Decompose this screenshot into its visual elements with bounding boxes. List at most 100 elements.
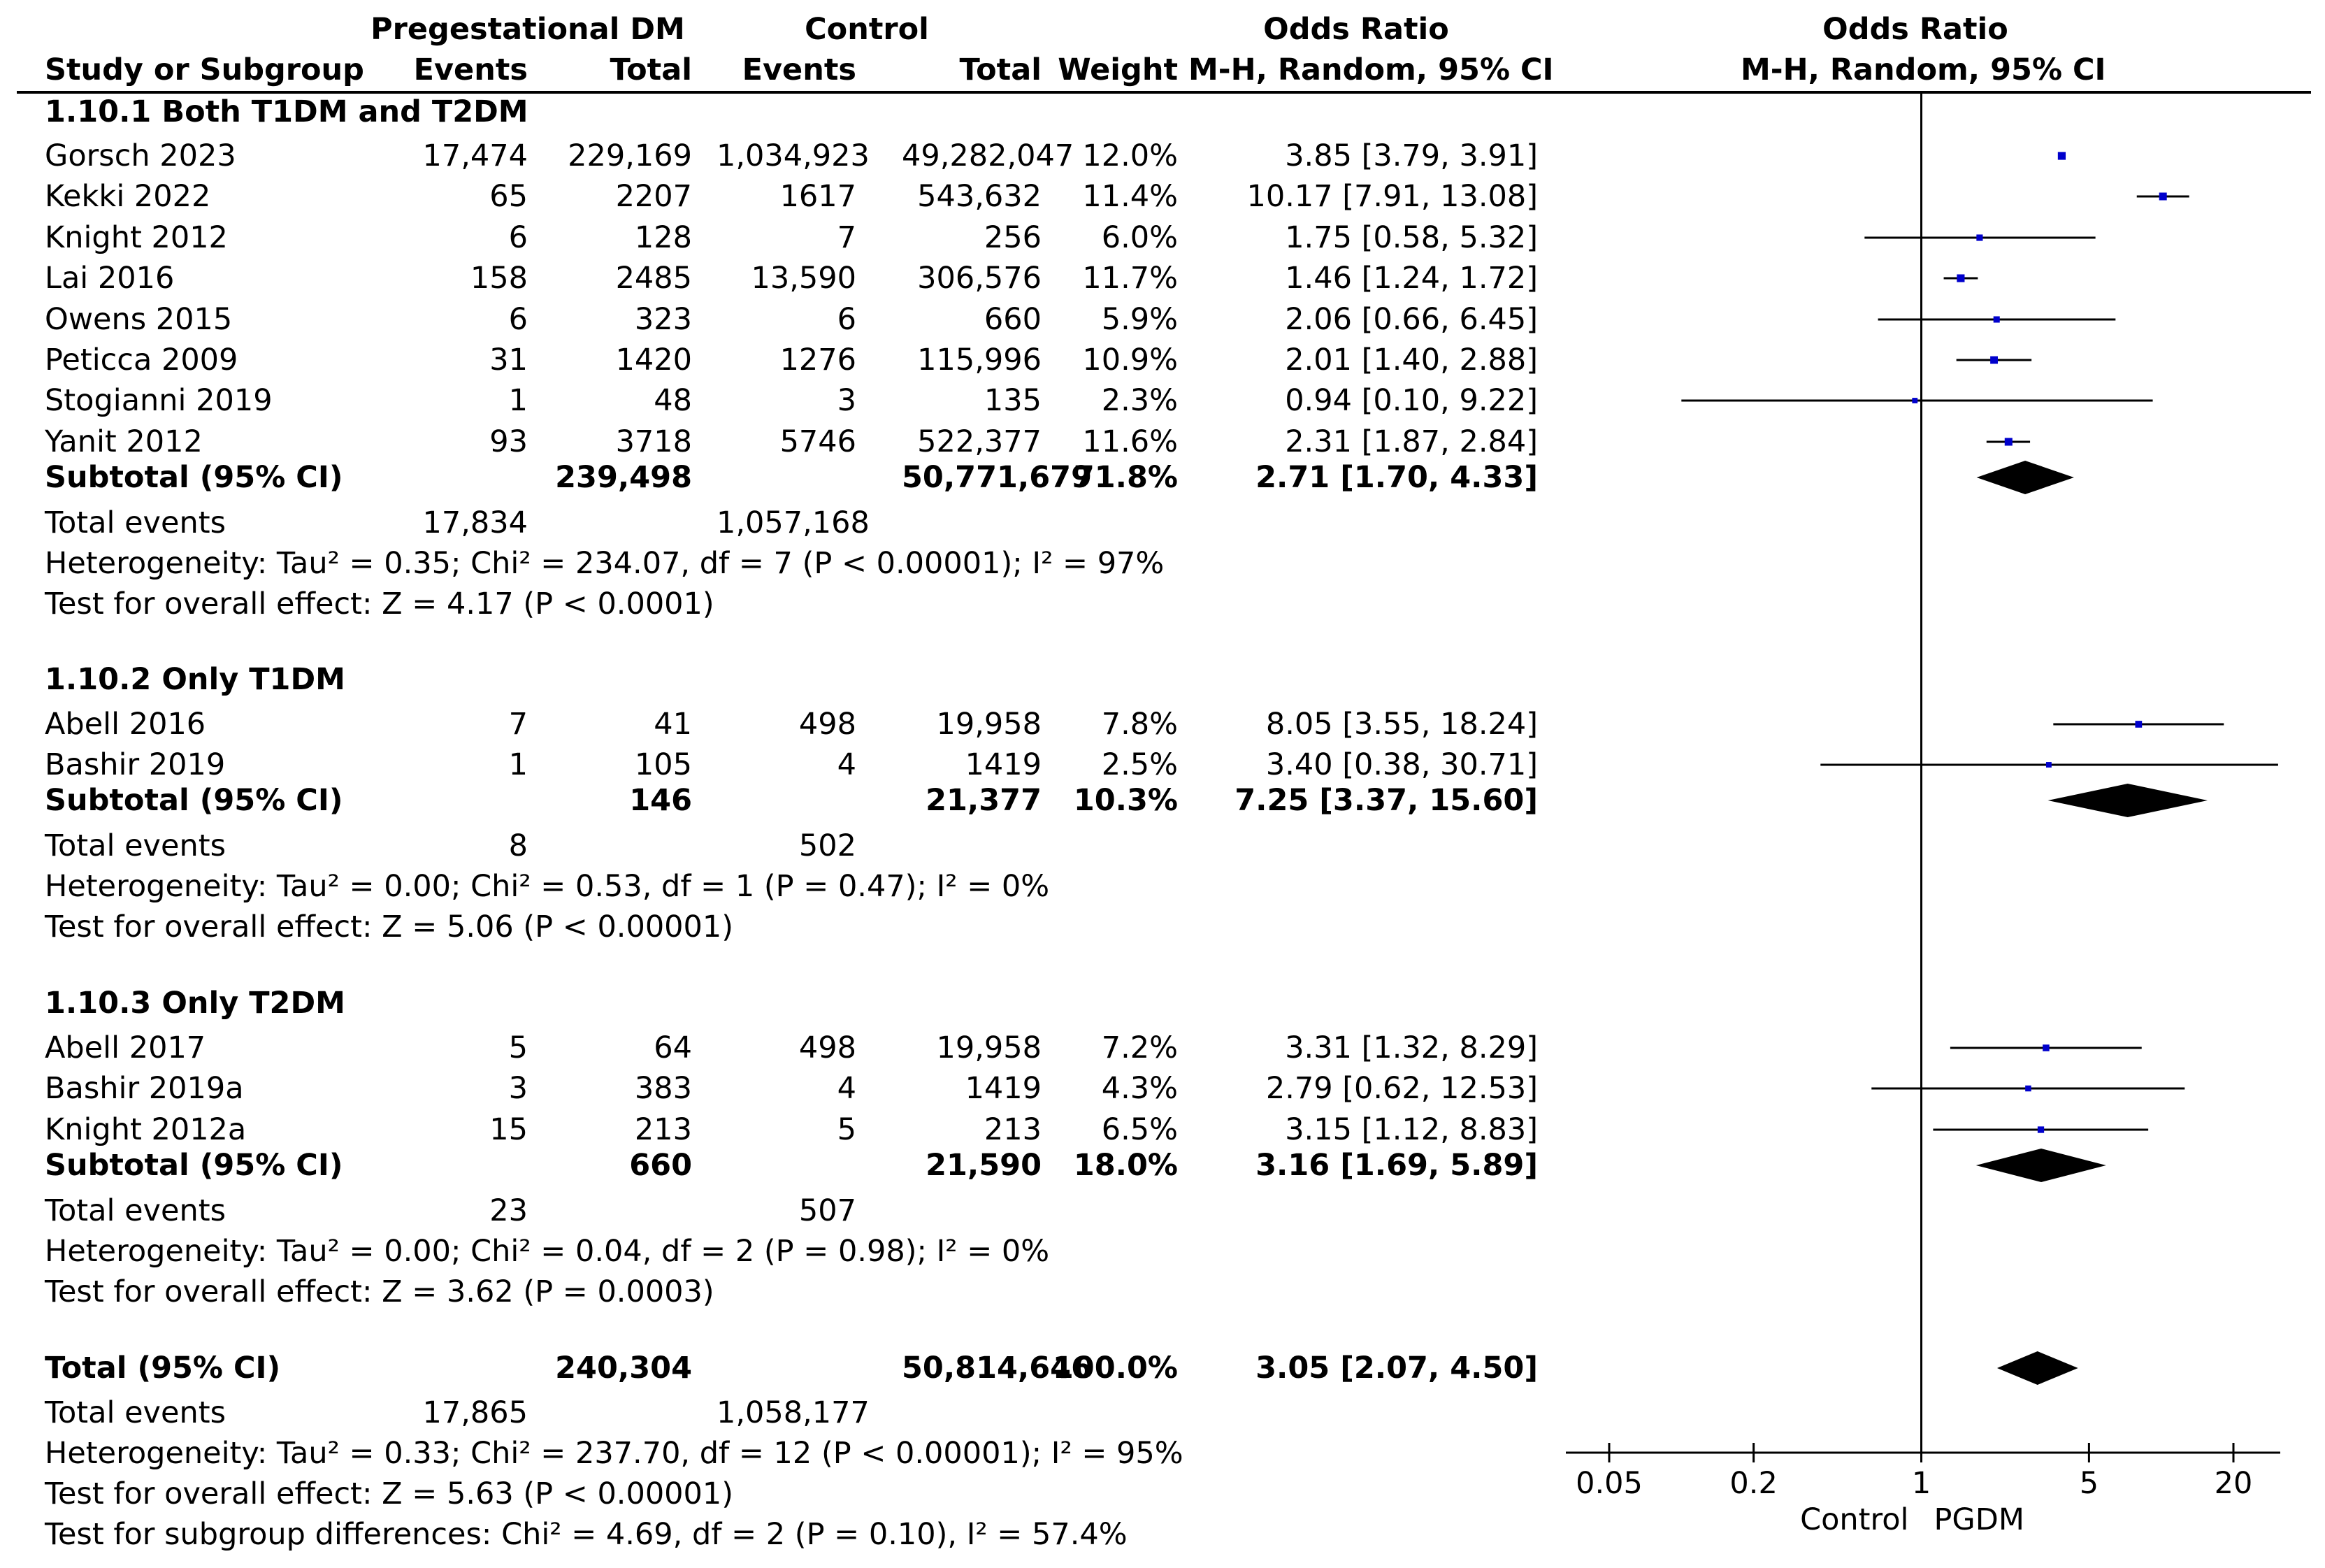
total-total-pgdm: 240,304 xyxy=(555,1351,692,1386)
overall-effect-text: Test for overall effect: Z = 5.06 (P < 0… xyxy=(45,909,734,944)
study-weight: 5.9% xyxy=(1101,302,1178,337)
study-weight: 2.5% xyxy=(1101,747,1178,782)
total-events-pgdm: 17,834 xyxy=(422,505,528,540)
events-pgdm: 93 xyxy=(489,424,528,459)
x-axis-tick-label: 0.05 xyxy=(1576,1466,1643,1501)
total-control: 115,996 xyxy=(917,343,1042,377)
events-pgdm: 15 xyxy=(489,1112,528,1147)
events-control: 498 xyxy=(798,707,856,742)
study-weight: 7.8% xyxy=(1101,707,1178,742)
odds-ratio-ci: 1.46 [1.24, 1.72] xyxy=(1285,261,1538,296)
study-effect-square xyxy=(2037,1126,2045,1133)
subtotal-weight: 71.8% xyxy=(1073,460,1178,495)
study-name: Kekki 2022 xyxy=(45,179,211,214)
subtotal-weight: 18.0% xyxy=(1073,1148,1178,1183)
heterogeneity-text: Heterogeneity: Tau² = 0.00; Chi² = 0.53,… xyxy=(45,869,1050,904)
pooled-diamond xyxy=(1996,1351,2078,1385)
odds-ratio-ci: 2.79 [0.62, 12.53] xyxy=(1265,1071,1538,1106)
subtotal-total-pgdm: 239,498 xyxy=(555,460,692,495)
odds-ratio-ci: 3.40 [0.38, 30.71] xyxy=(1265,747,1538,782)
study-name: Abell 2016 xyxy=(45,707,206,742)
total-control: 522,377 xyxy=(917,424,1042,459)
heterogeneity-text: Heterogeneity: Tau² = 0.00; Chi² = 0.04,… xyxy=(45,1234,1050,1269)
total-events-label: Total events xyxy=(45,1193,226,1228)
study-weight: 6.5% xyxy=(1101,1112,1178,1147)
subgroup-title: 1.10.1 Both T1DM and T2DM xyxy=(45,94,528,129)
odds-ratio-ci: 8.05 [3.55, 18.24] xyxy=(1265,707,1538,742)
events-pgdm: 6 xyxy=(508,220,528,255)
study-name: Knight 2012 xyxy=(45,220,228,255)
study-weight: 12.0% xyxy=(1082,138,1178,173)
events-control: 13,590 xyxy=(751,261,856,296)
events-pgdm: 3 xyxy=(508,1071,528,1106)
total-pgdm: 3718 xyxy=(615,424,692,459)
total-pgdm: 128 xyxy=(634,220,692,255)
study-name: Bashir 2019 xyxy=(45,747,226,782)
subgroup-title: 1.10.3 Only T2DM xyxy=(45,986,345,1021)
total-control: 1419 xyxy=(965,1071,1042,1106)
study-name: Peticca 2009 xyxy=(45,343,238,377)
total-events-control: 1,058,177 xyxy=(717,1395,870,1430)
subtotal-label: Subtotal (95% CI) xyxy=(45,460,343,495)
total-events-control: 1,057,168 xyxy=(717,505,870,540)
pooled-diamond xyxy=(1976,461,2074,494)
total1-header: Total xyxy=(610,52,692,87)
study-effect-square xyxy=(2057,152,2066,160)
heterogeneity-text: Heterogeneity: Tau² = 0.35; Chi² = 234.0… xyxy=(45,546,1165,581)
events-control: 1617 xyxy=(779,179,856,214)
subtotal-ci: 2.71 [1.70, 4.33] xyxy=(1255,460,1538,495)
events-pgdm: 1 xyxy=(508,747,528,782)
study-name: Abell 2017 xyxy=(45,1030,206,1065)
study-name: Lai 2016 xyxy=(45,261,175,296)
odds-ratio-ci: 2.06 [0.66, 6.45] xyxy=(1285,302,1538,337)
pooled-diamond xyxy=(2047,784,2208,817)
total-control: 135 xyxy=(984,383,1042,418)
events-pgdm: 158 xyxy=(470,261,528,296)
events-control: 1276 xyxy=(779,343,856,377)
study-effect-square xyxy=(1976,234,1983,241)
odds-ratio-ci: 2.31 [1.87, 2.84] xyxy=(1285,424,1538,459)
study-column-header: Study or Subgroup xyxy=(45,52,364,87)
events1-header: Events xyxy=(413,52,528,87)
study-effect-square xyxy=(2025,1085,2031,1092)
total-pgdm: 383 xyxy=(634,1071,692,1106)
total-pgdm: 41 xyxy=(654,707,692,742)
odds-ratio-ci: 10.17 [7.91, 13.08] xyxy=(1246,179,1539,214)
total-control: 306,576 xyxy=(917,261,1042,296)
study-weight: 11.6% xyxy=(1082,424,1178,459)
subgroup-title: 1.10.2 Only T1DM xyxy=(45,662,345,697)
study-name: Owens 2015 xyxy=(45,302,233,337)
study-name: Stogianni 2019 xyxy=(45,383,273,418)
subtotal-label: Subtotal (95% CI) xyxy=(45,783,343,818)
total-control: 19,958 xyxy=(936,707,1042,742)
events-pgdm: 31 xyxy=(489,343,528,377)
or-header-title: Odds Ratio xyxy=(1263,12,1449,47)
odds-ratio-ci: 0.94 [0.10, 9.22] xyxy=(1285,383,1538,418)
study-weight: 7.2% xyxy=(1101,1030,1178,1065)
study-name: Knight 2012a xyxy=(45,1112,247,1147)
group1-header: Pregestational DM xyxy=(370,12,685,47)
odds-ratio-ci: 2.01 [1.40, 2.88] xyxy=(1285,343,1538,377)
total-pgdm: 2207 xyxy=(615,179,692,214)
study-weight: 10.9% xyxy=(1082,343,1178,377)
study-effect-square xyxy=(2135,721,2143,728)
subtotal-weight: 10.3% xyxy=(1073,783,1178,818)
weight-header: Weight xyxy=(1058,52,1178,87)
total-pgdm: 213 xyxy=(634,1112,692,1147)
total-events-pgdm: 17,865 xyxy=(422,1395,528,1430)
subtotal-total-control: 21,590 xyxy=(926,1148,1042,1183)
subtotal-total-pgdm: 146 xyxy=(629,783,692,818)
study-weight: 6.0% xyxy=(1101,220,1178,255)
events-pgdm: 7 xyxy=(508,707,528,742)
study-name: Gorsch 2023 xyxy=(45,138,236,173)
odds-ratio-ci: 3.85 [3.79, 3.91] xyxy=(1285,138,1538,173)
total-pgdm: 1420 xyxy=(615,343,692,377)
total-events-label: Total events xyxy=(45,505,226,540)
events-pgdm: 17,474 xyxy=(422,138,528,173)
study-effect-square xyxy=(2004,438,2013,446)
total-heterogeneity-text: Heterogeneity: Tau² = 0.33; Chi² = 237.7… xyxy=(45,1436,1183,1471)
x-axis-tick-label: 5 xyxy=(2080,1466,2099,1501)
total-pgdm: 48 xyxy=(654,383,692,418)
events-control: 6 xyxy=(837,302,856,337)
